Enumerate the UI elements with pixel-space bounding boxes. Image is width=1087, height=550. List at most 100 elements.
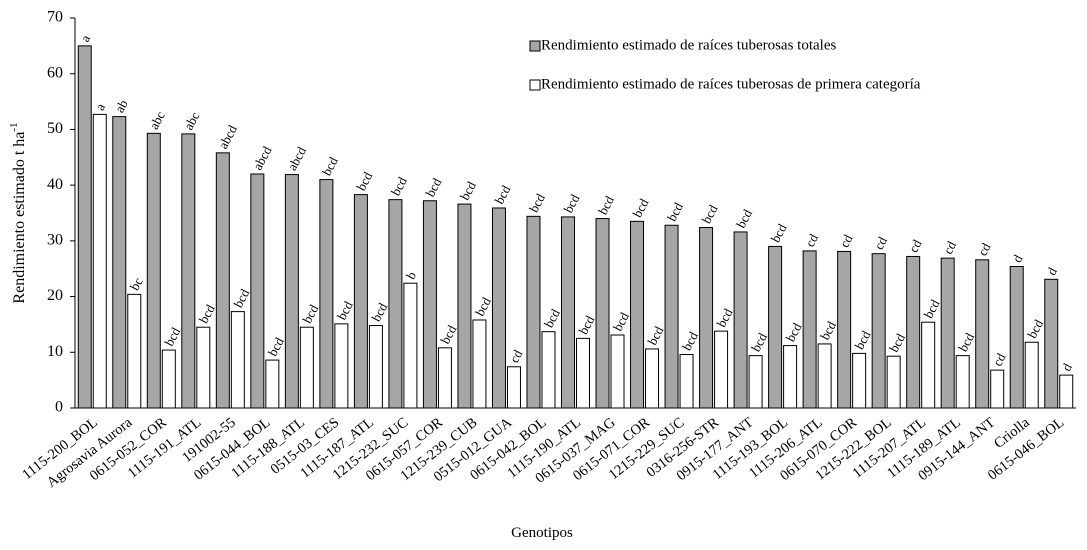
bar-letter: bcd	[679, 329, 701, 353]
y-axis-label-main: Rendimiento estimado t ha	[11, 132, 28, 304]
bar	[1044, 278, 1059, 409]
y-axis-label-sup: -1	[8, 122, 20, 131]
bar-letter: bcd	[733, 206, 755, 230]
bar	[1024, 341, 1039, 409]
bar	[353, 194, 368, 409]
bar-letter: b	[403, 269, 419, 282]
y-tick-label: 30	[47, 232, 63, 249]
bar	[181, 133, 196, 409]
bar	[403, 282, 418, 409]
bar	[871, 253, 886, 409]
y-tick-label: 40	[47, 176, 63, 193]
bar-letter: abc	[146, 109, 168, 132]
bar	[645, 348, 660, 409]
bar	[921, 321, 936, 409]
y-tick-label: 0	[55, 399, 63, 416]
bar	[837, 250, 852, 409]
bar-letter: bcd	[955, 330, 977, 354]
bar	[506, 366, 521, 409]
bar-letter: cd	[506, 347, 525, 365]
bar-letter: ab	[112, 97, 131, 115]
bar	[714, 330, 729, 409]
bar-letter: bcd	[768, 221, 790, 245]
bar	[1009, 265, 1024, 409]
bar-letter: bcd	[817, 318, 839, 342]
bar	[610, 334, 625, 409]
bar	[77, 45, 92, 409]
bar-letter: bcd	[595, 193, 617, 217]
bar-letter: bcd	[575, 313, 597, 337]
bar-letter: bcd	[713, 305, 735, 329]
bar-letter: bcd	[541, 306, 563, 330]
bar-letter: cd	[906, 237, 925, 255]
bar-letter: bcd	[644, 323, 666, 347]
bar-letter: d	[1009, 252, 1026, 265]
bar-letter: bcd	[388, 174, 410, 198]
bar-letter: bcd	[319, 154, 341, 178]
y-tick-label: 50	[47, 120, 63, 137]
bar-letter: d	[1059, 360, 1076, 373]
bar	[284, 174, 299, 409]
legend-swatch	[529, 40, 541, 52]
y-tick-label: 20	[47, 287, 63, 304]
bar-letter: a	[92, 100, 108, 112]
bar	[1059, 374, 1074, 409]
y-tick-label: 10	[47, 343, 63, 360]
y-tick-label: 60	[47, 64, 63, 81]
y-tick-label: 70	[47, 9, 63, 26]
bar	[437, 347, 452, 409]
bar	[630, 220, 645, 409]
bar-letter: bcd	[886, 331, 908, 355]
bar	[955, 355, 970, 409]
bar	[940, 257, 955, 409]
legend-swatch	[529, 79, 541, 91]
bar	[906, 255, 921, 409]
bar-letter: abcd	[215, 122, 240, 151]
bar-letter: a	[77, 32, 93, 44]
bar	[975, 259, 990, 409]
bar	[748, 355, 763, 409]
bar-letter: bcd	[526, 191, 548, 215]
bar	[388, 199, 403, 409]
bar	[196, 326, 211, 409]
legend-label: Rendimiento estimado de raíces tuberosas…	[541, 76, 921, 92]
bar	[265, 359, 280, 409]
bar-letter: bcd	[783, 320, 805, 344]
bar-letter: bcd	[161, 324, 183, 348]
bar	[852, 352, 867, 409]
bar-letter: bcd	[560, 191, 582, 215]
bar-letter: bcd	[610, 309, 632, 333]
bar-letter: bcd	[422, 175, 444, 199]
bar	[491, 207, 506, 409]
bar-letter: bcd	[334, 298, 356, 322]
bar-letter: cd	[940, 238, 959, 256]
bar-letter: bc	[127, 275, 146, 293]
bar-letter: bcd	[664, 200, 686, 224]
bar-letter: bcd	[299, 302, 321, 326]
bar	[990, 369, 1005, 409]
bar	[541, 331, 556, 409]
bar	[576, 337, 590, 409]
bar	[422, 200, 437, 409]
bar	[768, 245, 783, 409]
bar-letter: bcd	[1024, 317, 1046, 341]
bar	[664, 224, 679, 409]
bar	[215, 152, 230, 409]
bar-letter: bcd	[457, 178, 479, 202]
bar-letter: bcd	[472, 294, 494, 318]
bar-letter: bcd	[265, 334, 287, 358]
bar-letter: abcd	[250, 143, 275, 172]
bar	[319, 179, 334, 409]
bar	[250, 173, 265, 409]
bar	[299, 326, 314, 409]
bar-letter: bcd	[629, 196, 651, 220]
bar-letter: bcd	[748, 330, 770, 354]
bar-letter: cd	[871, 234, 890, 252]
bar	[526, 215, 541, 409]
bar	[368, 325, 383, 409]
bar-letter: bcd	[230, 286, 252, 310]
bar-letter: bcd	[196, 302, 218, 326]
bar	[334, 323, 349, 409]
bar-letter: abcd	[284, 144, 309, 173]
bar-letter: cd	[975, 240, 994, 258]
